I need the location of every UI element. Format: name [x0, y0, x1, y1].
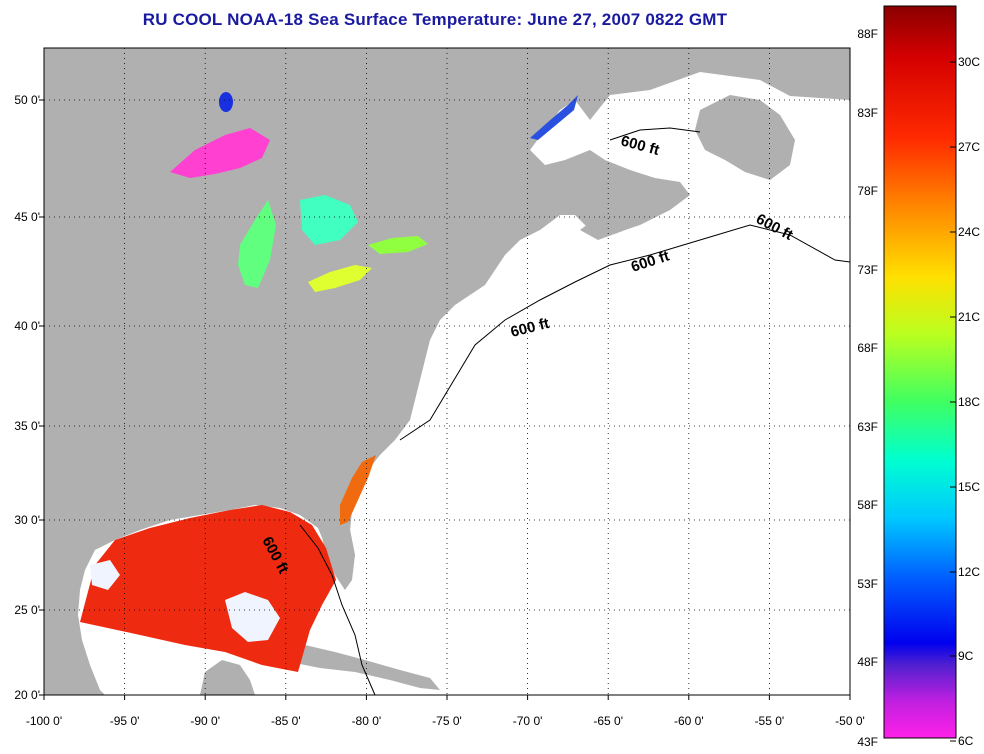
land-yucatan: [200, 660, 255, 695]
lon-tick-label: -65 0': [593, 714, 623, 728]
lat-tick-label: 25 0': [14, 603, 40, 617]
colorbar-fahrenheit-label: 58F: [857, 498, 878, 512]
lon-tick-label: -70 0': [513, 714, 543, 728]
lon-tick-label: -50 0': [835, 714, 865, 728]
colorbar-celsius-label: 30C: [958, 55, 980, 69]
lake-erie: [308, 265, 372, 292]
colorbar-fahrenheit-label: 78F: [857, 184, 878, 198]
colorbar-celsius-label: 27C: [958, 140, 980, 154]
colorbar-fahrenheit-label: 63F: [857, 420, 878, 434]
lon-tick-label: -95 0': [110, 714, 140, 728]
lon-tick-label: -100 0': [26, 714, 62, 728]
lon-tick-label: -85 0': [271, 714, 301, 728]
colorbar-fahrenheit-label: 73F: [857, 263, 878, 277]
lake-michigan: [238, 200, 276, 288]
lat-tick-label: 35 0': [14, 419, 40, 433]
colorbar-celsius-label: 24C: [958, 225, 980, 239]
lon-tick-label: -55 0': [755, 714, 785, 728]
lake-nipigon: [219, 92, 233, 112]
map-title: RU COOL NOAA-18 Sea Surface Temperature:…: [142, 10, 728, 29]
colorbar-fahrenheit-label: 53F: [857, 577, 878, 591]
lat-tick-label: 20 0': [14, 688, 40, 702]
lon-tick-label: -80 0': [352, 714, 382, 728]
land-nova-scotia: [580, 198, 660, 240]
colorbar-celsius-label: 21C: [958, 310, 980, 324]
colorbar-celsius-label: 6C: [958, 734, 974, 748]
colorbar-fahrenheit-label: 43F: [857, 735, 878, 749]
colorbar-celsius-label: 12C: [958, 565, 980, 579]
colorbar-celsius-label: 15C: [958, 480, 980, 494]
colorbar-celsius-label: 9C: [958, 649, 974, 663]
gulf-cloud-patch: [225, 592, 280, 642]
lat-tick-label: 45 0': [14, 210, 40, 224]
land-florida: [322, 500, 355, 590]
colorbar-fahrenheit-label: 48F: [857, 655, 878, 669]
coastal-sst-strip: [340, 455, 376, 525]
colorbar-celsius-label: 18C: [958, 395, 980, 409]
lat-tick-label: 40 0': [14, 319, 40, 333]
isobath-600ft-line: [299, 127, 851, 696]
lat-tick-label: 30 0': [14, 513, 40, 527]
lon-tick-label: -60 0': [674, 714, 704, 728]
lat-tick-label: 50 0': [14, 93, 40, 107]
colorbar-fahrenheit-label: 83F: [857, 106, 878, 120]
lon-tick-label: -75 0': [432, 714, 462, 728]
colorbar-fahrenheit-label: 88F: [857, 27, 878, 41]
gulf-cloud-patch: [90, 560, 120, 590]
lake-superior: [170, 128, 270, 178]
lake-huron: [300, 195, 358, 245]
st-lawrence-sst: [530, 95, 578, 140]
colorbar-fahrenheit-label: 68F: [857, 341, 878, 355]
lake-ontario: [368, 236, 428, 254]
colorbar: [883, 5, 957, 739]
lon-tick-label: -90 0': [190, 714, 220, 728]
land-newfoundland: [695, 95, 795, 180]
